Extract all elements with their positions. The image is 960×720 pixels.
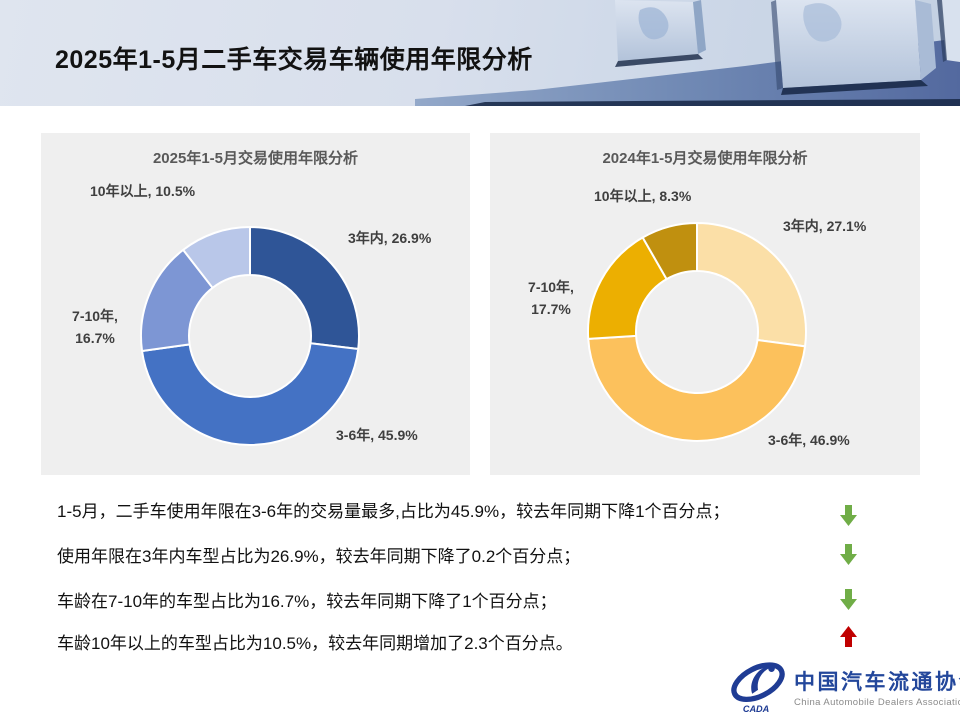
donut-slice-10年以上: [182, 226, 251, 289]
slice-label-7-10yrs-2025: 7-10年, 16.7%: [72, 308, 118, 346]
up-arrow-icon: [840, 626, 857, 647]
slice-label-7-10yrs-2024: 7-10年, 17.7%: [528, 279, 574, 317]
donut-slice-3年内: [696, 222, 807, 348]
slice-label-3yrs-2025: 3年内, 26.9%: [348, 230, 432, 246]
chart-title-2024: 2024年1-5月交易使用年限分析: [602, 150, 808, 167]
analysis-line-1: 1-5月，二手车使用年限在3-6年的交易量最多,占比为45.9%，较去年同期下降…: [57, 502, 730, 521]
cada-name-english: China Automobile Dealers Association: [794, 697, 960, 708]
donut-slice-3年内: [249, 226, 360, 350]
donut-slice-3-6年: [587, 334, 807, 443]
donut-chart-2024: [587, 222, 807, 443]
cada-logo-text: 中国汽车流通协会 China Automobile Dealers Associ…: [794, 666, 960, 708]
slice-label-3yrs-2024: 3年内, 27.1%: [783, 218, 867, 234]
cada-logo: CADA 中国汽车流通协会 China Automobile Dealers A…: [729, 659, 960, 715]
chart-title-2025: 2025年1-5月交易使用年限分析: [152, 150, 359, 167]
svg-text:CADA: CADA: [743, 704, 769, 714]
slice-label-3-6yrs-2025: 3-6年, 45.9%: [336, 427, 418, 443]
slice-label-10yrs-plus-2025: 10年以上, 10.5%: [90, 183, 196, 199]
donut-slice-10年以上: [641, 222, 698, 281]
cada-name-chinese: 中国汽车流通协会: [794, 671, 960, 694]
header-banner: 2025年1-5月二手车交易车辆使用年限分析: [0, 0, 960, 106]
donut-slice-3-6年: [141, 342, 360, 446]
donut-chart-2025: [140, 226, 360, 446]
cada-logo-mark-icon: CADA: [731, 662, 785, 714]
chart-panel-2024: 2024年1-5月交易使用年限分析 10年以上, 8.3% 3年内, 27.1%…: [490, 133, 920, 475]
chart-panel-2025: 2025年1-5月交易使用年限分析 10年以上, 10.5% 3年内, 26.9…: [41, 133, 470, 475]
down-arrow-icon: [840, 589, 857, 610]
analysis-line-3: 车龄在7-10年的车型占比为16.7%，较去年同期下降了1个百分点；: [57, 592, 557, 611]
analysis-line-2: 使用年限在3年内车型占比为26.9%，较去年同期下降了0.2个百分点；: [57, 547, 581, 566]
slice-label-3-6yrs-2024: 3-6年, 46.9%: [768, 432, 850, 448]
down-arrow-icon: [840, 505, 857, 526]
analysis-line-4: 车龄10年以上的车型占比为10.5%，较去年同期增加了2.3个百分点。: [57, 634, 573, 653]
down-arrow-icon: [840, 544, 857, 565]
slide-title: 2025年1-5月二手车交易车辆使用年限分析: [55, 46, 533, 74]
slice-label-10yrs-plus-2024: 10年以上, 8.3%: [594, 188, 692, 204]
blue-cubes-decoration: [415, 0, 960, 106]
